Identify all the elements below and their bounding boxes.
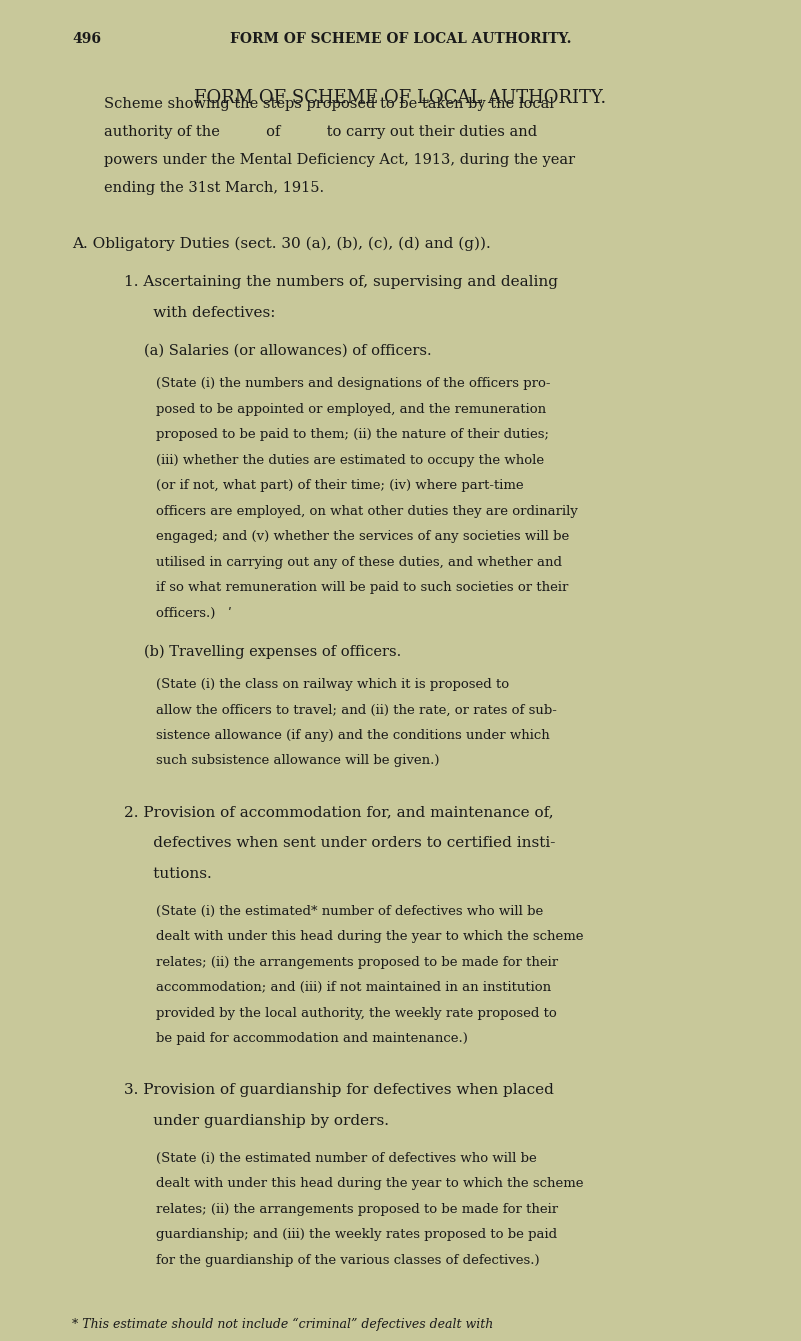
Text: engaged; and (v) whether the services of any societies will be: engaged; and (v) whether the services of… xyxy=(156,530,570,543)
Text: guardianship; and (iii) the weekly rates proposed to be paid: guardianship; and (iii) the weekly rates… xyxy=(156,1228,557,1242)
Text: (State (i) the class on railway which it is proposed to: (State (i) the class on railway which it… xyxy=(156,679,509,691)
Text: officers.)   ʹ: officers.) ʹ xyxy=(156,606,232,620)
Text: A. Obligatory Duties (sect. 30 (a), (b), (c), (d) and (g)).: A. Obligatory Duties (sect. 30 (a), (b),… xyxy=(72,237,491,251)
Text: accommodation; and (iii) if not maintained in an institution: accommodation; and (iii) if not maintain… xyxy=(156,982,551,994)
Text: 1. Ascertaining the numbers of, supervising and dealing: 1. Ascertaining the numbers of, supervis… xyxy=(124,275,558,290)
Text: be paid for accommodation and maintenance.): be paid for accommodation and maintenanc… xyxy=(156,1033,468,1045)
Text: (a) Salaries (or allowances) of officers.: (a) Salaries (or allowances) of officers… xyxy=(144,345,432,358)
Text: sistence allowance (if any) and the conditions under which: sistence allowance (if any) and the cond… xyxy=(156,730,550,742)
Text: ending the 31st March, 1915.: ending the 31st March, 1915. xyxy=(104,181,324,194)
Text: 496: 496 xyxy=(72,32,101,46)
Text: (or if not, what part) of their time; (iv) where part-time: (or if not, what part) of their time; (i… xyxy=(156,479,524,492)
Text: posed to be appointed or employed, and the remuneration: posed to be appointed or employed, and t… xyxy=(156,402,546,416)
Text: tutions.: tutions. xyxy=(124,866,212,881)
Text: relates; (ii) the arrangements proposed to be made for their: relates; (ii) the arrangements proposed … xyxy=(156,1203,558,1216)
Text: FORM OF SCHEME OF LOCAL AUTHORITY.: FORM OF SCHEME OF LOCAL AUTHORITY. xyxy=(195,90,606,107)
Text: authority of the          of          to carry out their duties and: authority of the of to carry out their d… xyxy=(104,125,537,139)
Text: (State (i) the numbers and designations of the officers pro-: (State (i) the numbers and designations … xyxy=(156,377,551,390)
Text: powers under the Mental Deficiency Act, 1913, during the year: powers under the Mental Deficiency Act, … xyxy=(104,153,575,166)
Text: (State (i) the estimated* number of defectives who will be: (State (i) the estimated* number of defe… xyxy=(156,905,543,917)
Text: 3. Provision of guardianship for defectives when placed: 3. Provision of guardianship for defecti… xyxy=(124,1084,554,1097)
Text: allow the officers to travel; and (ii) the rate, or rates of sub-: allow the officers to travel; and (ii) t… xyxy=(156,704,557,716)
Text: (iii) whether the duties are estimated to occupy the whole: (iii) whether the duties are estimated t… xyxy=(156,453,545,467)
Text: dealt with under this head during the year to which the scheme: dealt with under this head during the ye… xyxy=(156,931,584,943)
Text: proposed to be paid to them; (ii) the nature of their duties;: proposed to be paid to them; (ii) the na… xyxy=(156,428,549,441)
Text: for the guardianship of the various classes of defectives.): for the guardianship of the various clas… xyxy=(156,1254,540,1267)
Text: such subsistence allowance will be given.): such subsistence allowance will be given… xyxy=(156,755,440,767)
Text: dealt with under this head during the year to which the scheme: dealt with under this head during the ye… xyxy=(156,1177,584,1191)
Text: 2. Provision of accommodation for, and maintenance of,: 2. Provision of accommodation for, and m… xyxy=(124,806,553,819)
Text: * This estimate should not include “criminal” defectives dealt with: * This estimate should not include “crim… xyxy=(72,1318,493,1330)
Text: if so what remuneration will be paid to such societies or their: if so what remuneration will be paid to … xyxy=(156,581,569,594)
Text: utilised in carrying out any of these duties, and whether and: utilised in carrying out any of these du… xyxy=(156,555,562,569)
Text: with defectives:: with defectives: xyxy=(124,306,276,320)
Text: FORM OF SCHEME OF LOCAL AUTHORITY.: FORM OF SCHEME OF LOCAL AUTHORITY. xyxy=(230,32,571,46)
Text: Scheme showing the steps proposed to be taken by the local: Scheme showing the steps proposed to be … xyxy=(104,97,554,111)
Text: (State (i) the estimated number of defectives who will be: (State (i) the estimated number of defec… xyxy=(156,1152,537,1165)
Text: relates; (ii) the arrangements proposed to be made for their: relates; (ii) the arrangements proposed … xyxy=(156,956,558,968)
Text: under guardianship by orders.: under guardianship by orders. xyxy=(124,1114,389,1128)
Text: officers are employed, on what other duties they are ordinarily: officers are employed, on what other dut… xyxy=(156,504,578,518)
Text: provided by the local authority, the weekly rate proposed to: provided by the local authority, the wee… xyxy=(156,1007,557,1019)
Text: (b) Travelling expenses of officers.: (b) Travelling expenses of officers. xyxy=(144,645,401,660)
Text: defectives when sent under orders to certified insti-: defectives when sent under orders to cer… xyxy=(124,835,556,850)
